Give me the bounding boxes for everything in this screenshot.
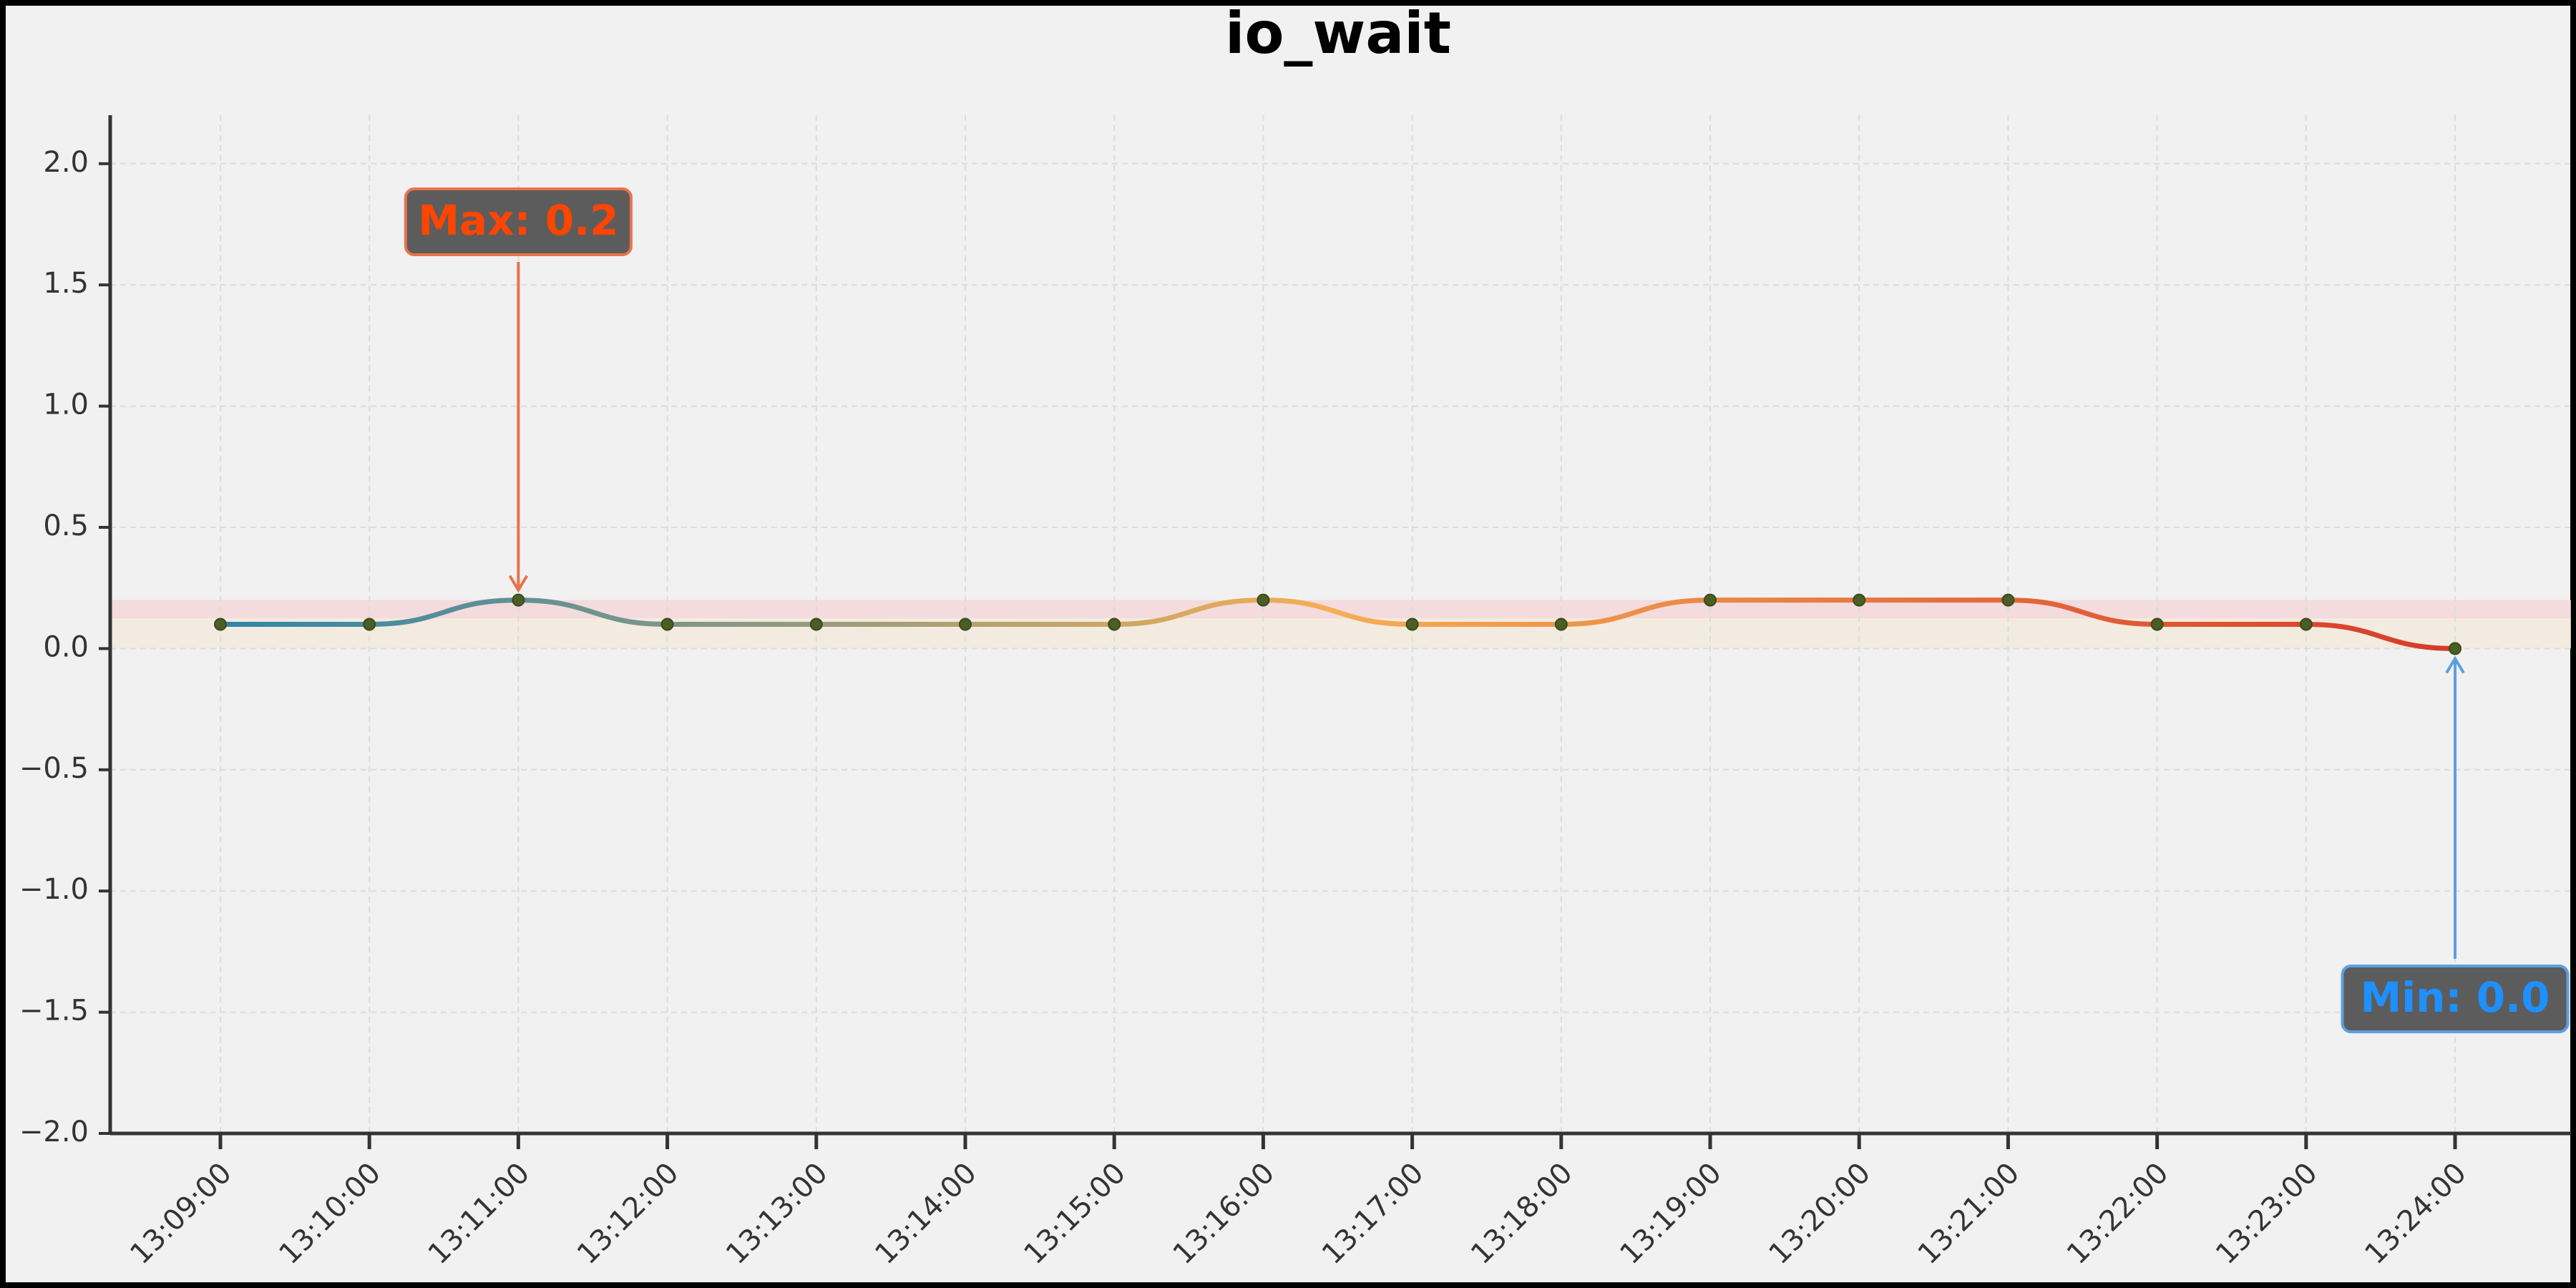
marker — [2449, 642, 2462, 655]
y-tick-label: −2.0 — [19, 1116, 89, 1148]
marker — [2299, 618, 2313, 631]
marker — [660, 618, 674, 631]
marker — [959, 618, 972, 631]
marker — [1405, 618, 1419, 631]
annotation-box — [404, 187, 633, 256]
y-tick-label: −0.5 — [19, 752, 89, 785]
annotation-box — [2341, 965, 2570, 1033]
y-tick-label: 1.0 — [43, 389, 89, 421]
annotation-arrowhead — [508, 575, 529, 593]
chart-title: io_wait — [1225, 0, 1451, 67]
annotation-arrowhead — [2445, 655, 2465, 674]
marker — [363, 618, 376, 631]
marker — [1108, 618, 1121, 631]
y-tick-label: 0.5 — [43, 509, 89, 542]
line — [220, 597, 2456, 651]
marker — [512, 593, 525, 607]
marker — [1554, 618, 1568, 631]
y-tick-label: 2.0 — [43, 146, 89, 179]
marker — [1257, 593, 1270, 607]
y-tick-label: 1.5 — [43, 267, 89, 300]
marker — [809, 618, 823, 631]
marker — [214, 618, 227, 631]
marker — [1853, 593, 1866, 607]
y-tick-label: −1.0 — [19, 873, 89, 906]
marker — [2150, 618, 2164, 631]
annotation-text: Max: 0.2 — [418, 196, 618, 245]
y-tick-label: −1.5 — [19, 995, 89, 1028]
marker — [2001, 593, 2015, 607]
marker — [1704, 593, 1717, 607]
annotation-text: Min: 0.0 — [2360, 973, 2550, 1022]
y-tick-label: 0.0 — [43, 630, 89, 663]
